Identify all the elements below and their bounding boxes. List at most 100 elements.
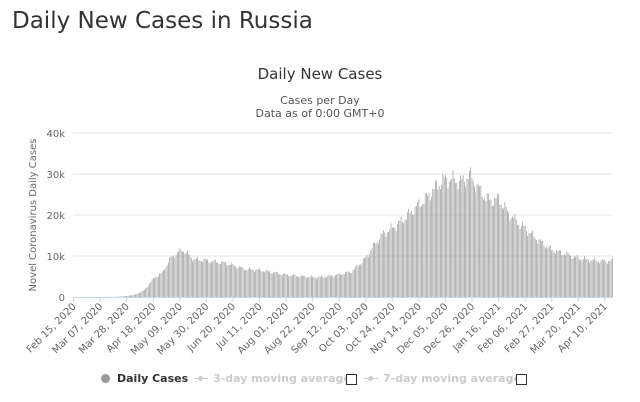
daily-cases-bar [193,259,195,297]
daily-cases-bar [251,269,253,297]
daily-cases-bar [567,252,569,297]
daily-cases-bar [209,263,211,297]
daily-cases-bar [281,275,283,297]
daily-cases-bar [580,259,582,297]
daily-cases-bar [437,189,439,297]
daily-cases-bar [472,180,474,297]
daily-cases-bar [208,262,210,297]
daily-cases-bar [354,269,355,297]
daily-cases-bar [313,277,315,297]
legend-item-7-day-average[interactable]: 7-day moving average [364,372,521,385]
daily-cases-bar [388,231,389,297]
daily-cases-bar [165,267,167,297]
daily-cases-bar [231,262,233,297]
daily-cases-bar [217,262,219,297]
daily-cases-bar [384,232,386,297]
daily-cases-bar [447,188,449,297]
daily-cases-bar [137,293,139,297]
daily-cases-bar [397,223,398,297]
daily-cases-bar [359,264,360,297]
daily-cases-bar [222,261,224,297]
daily-cases-bar [271,274,273,297]
daily-cases-bar [130,295,131,297]
daily-cases-bar [364,257,365,297]
daily-cases-bar [391,227,393,297]
legend-checkbox-3-day-average[interactable] [346,374,357,385]
daily-cases-bar [225,262,226,297]
daily-cases-bar [348,271,350,297]
legend-marker-daily-cases [101,374,110,383]
daily-cases-bar [469,170,470,297]
daily-cases-bar [164,270,166,297]
legend-item-3-day-average[interactable]: 3-day moving average [194,372,351,385]
daily-cases-bar [293,274,295,297]
daily-cases-bar [491,205,493,297]
daily-cases-bar [560,250,561,297]
chart-title: Daily New Cases [257,65,383,83]
daily-cases-bar [255,269,257,297]
daily-cases-bar [536,240,537,297]
daily-cases-bar [331,275,332,297]
daily-cases-bar [311,275,312,297]
daily-cases-bar [524,225,526,297]
daily-cases-bar [451,178,453,297]
daily-cases-bar [367,257,369,297]
daily-cases-bar [434,180,436,297]
daily-cases-bar [531,232,532,297]
daily-cases-bar [390,223,392,297]
daily-cases-bar [300,275,302,297]
daily-cases-bar [125,296,126,297]
daily-cases-bar [589,262,590,297]
daily-cases-bar [262,271,264,297]
daily-cases-bar [385,236,387,297]
daily-cases-bar [330,275,331,297]
daily-cases-bar [470,167,472,297]
daily-cases-bar [467,178,469,297]
daily-cases-bar [527,235,528,297]
daily-cases-bar [548,245,550,297]
daily-cases-bar [207,259,209,297]
daily-cases-bar [480,185,482,297]
daily-cases-bar [201,261,202,297]
daily-cases-bar [544,248,546,297]
daily-cases-bar [443,176,445,297]
daily-cases-bar [184,253,186,297]
daily-cases-bar [304,276,306,297]
daily-cases-bar [533,236,535,297]
daily-cases-bar [428,193,430,297]
daily-cases-bar [212,261,214,297]
daily-cases-bar [127,295,129,297]
daily-cases-bar [419,207,421,297]
daily-cases-bar [213,259,215,297]
daily-cases-bar [341,274,343,297]
legend-label-daily-cases: Daily Cases [117,372,189,385]
daily-cases-bar [173,255,174,297]
daily-cases-bar [294,274,296,297]
daily-cases-bar [292,275,293,297]
daily-cases-bar [466,178,468,297]
daily-cases-bar [553,252,555,297]
daily-cases-bar [144,289,145,297]
daily-cases-bar [346,271,348,297]
daily-cases-bar [211,261,212,297]
daily-cases-bar [166,265,168,297]
chart-subtitle-cases-per-day: Cases per Day [280,94,360,107]
daily-cases-bar [610,259,612,297]
daily-cases-bar [197,256,198,297]
daily-cases-bar [136,293,138,297]
daily-cases-bar [131,295,133,297]
daily-cases-bar [160,273,162,297]
daily-cases-bar [150,282,152,297]
daily-cases-bar [383,230,384,297]
daily-cases-bar [295,276,297,297]
daily-cases-bar [596,261,598,297]
daily-cases-bar [163,269,164,297]
daily-cases-bar [355,266,356,297]
daily-cases-bar [154,277,155,297]
legend-item-daily-cases[interactable]: Daily Cases [101,372,188,385]
daily-cases-bar [139,292,140,297]
daily-cases-bar [171,256,173,297]
legend-checkbox-7-day-average[interactable] [516,374,527,385]
daily-cases-bar [195,258,197,297]
daily-cases-bar [216,262,217,297]
